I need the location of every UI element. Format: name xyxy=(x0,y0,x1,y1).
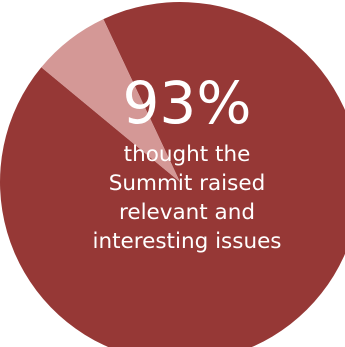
caption-line-2: Summit raised xyxy=(108,171,266,196)
caption-lines: thought the Summit raised relevant and i… xyxy=(60,140,314,256)
percentage-value: 93% xyxy=(122,69,252,137)
chart-caption: 93% thought the Summit raised relevant a… xyxy=(60,72,314,256)
pie-slice-minority xyxy=(41,19,181,182)
caption-line-4: interesting issues xyxy=(92,229,282,254)
caption-line-1: thought the xyxy=(123,142,251,167)
caption-line-3: relevant and xyxy=(118,200,256,225)
